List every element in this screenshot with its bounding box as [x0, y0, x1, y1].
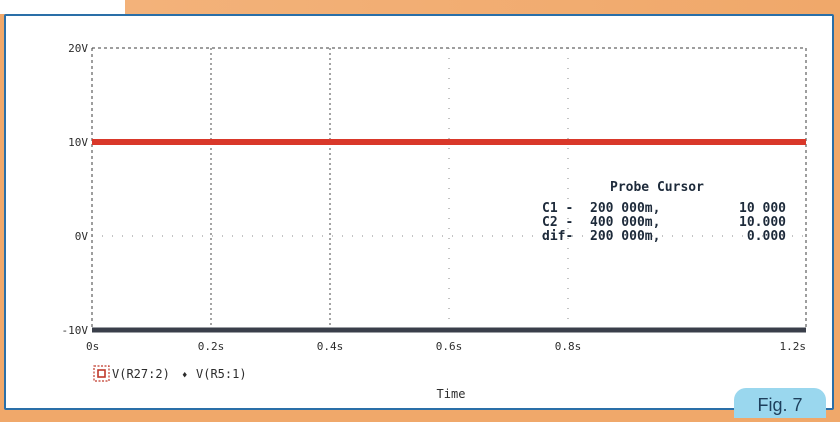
y-tick-label: 10V: [68, 136, 88, 149]
y-tick-label: 20V: [68, 42, 88, 55]
legend-label-r5: V(R5:1): [196, 367, 247, 381]
probe-plot: -10V 0V 10V 20V 0s 0.2s 0.4s 0.6s 0.8s 1.2s Prob…: [62, 42, 807, 401]
series-lines: [92, 139, 806, 333]
probe-row-time: 200 000m,: [590, 229, 660, 244]
x-tick-label: 0.8s: [555, 340, 582, 353]
probe-row-label: C1 -: [542, 201, 573, 216]
oscilloscope-frame: -10V 0V 10V 20V 0s 0.2s 0.4s 0.6s 0.8s 1.2s Prob…: [4, 14, 834, 410]
x-tick-label: 0.4s: [317, 340, 344, 353]
probe-cursor-title: Probe Cursor: [610, 180, 704, 195]
probe-row-time: 400 000m,: [590, 215, 660, 230]
legend-separator: ♦: [182, 371, 187, 381]
probe-row-value: 10 000: [739, 201, 786, 216]
probe-row-value: 0.000: [747, 229, 786, 244]
y-tick-labels: -10V 0V 10V 20V: [62, 42, 89, 337]
legend-label-r27: V(R27:2): [112, 367, 170, 381]
probe-row-label: dif-: [542, 229, 573, 244]
y-tick-label: -10V: [62, 324, 89, 337]
x-tick-label: 1.2s: [780, 340, 807, 353]
probe-row-time: 200 000m,: [590, 201, 660, 216]
figure-label: Fig. 7: [734, 388, 826, 418]
x-tick-label: 0.2s: [198, 340, 225, 353]
x-tick-label: 0.6s: [436, 340, 463, 353]
probe-row-label: C2 -: [542, 215, 573, 230]
y-tick-label: 0V: [75, 230, 89, 243]
cursor-lines: [210, 48, 331, 330]
x-axis-label: Time: [437, 387, 466, 401]
probe-cursor-box: Probe Cursor C1 - 200 000m, 10 000 C2 - 400 …: [542, 180, 786, 244]
x-tick-labels: 0s 0.2s 0.4s 0.6s 0.8s 1.2s: [86, 340, 806, 353]
probe-row-value: 10.000: [739, 215, 786, 230]
top-decorative-strip: [0, 0, 840, 14]
x-tick-label: 0s: [86, 340, 99, 353]
legend-marker-r27: [93, 365, 110, 382]
grid: [91, 47, 807, 330]
probe-cursor-rows: C1 - 200 000m, 10 000 C2 - 400 000m, 10.000 di…: [542, 201, 786, 244]
legend: V(R27:2) ♦ V(R5:1): [93, 365, 247, 382]
